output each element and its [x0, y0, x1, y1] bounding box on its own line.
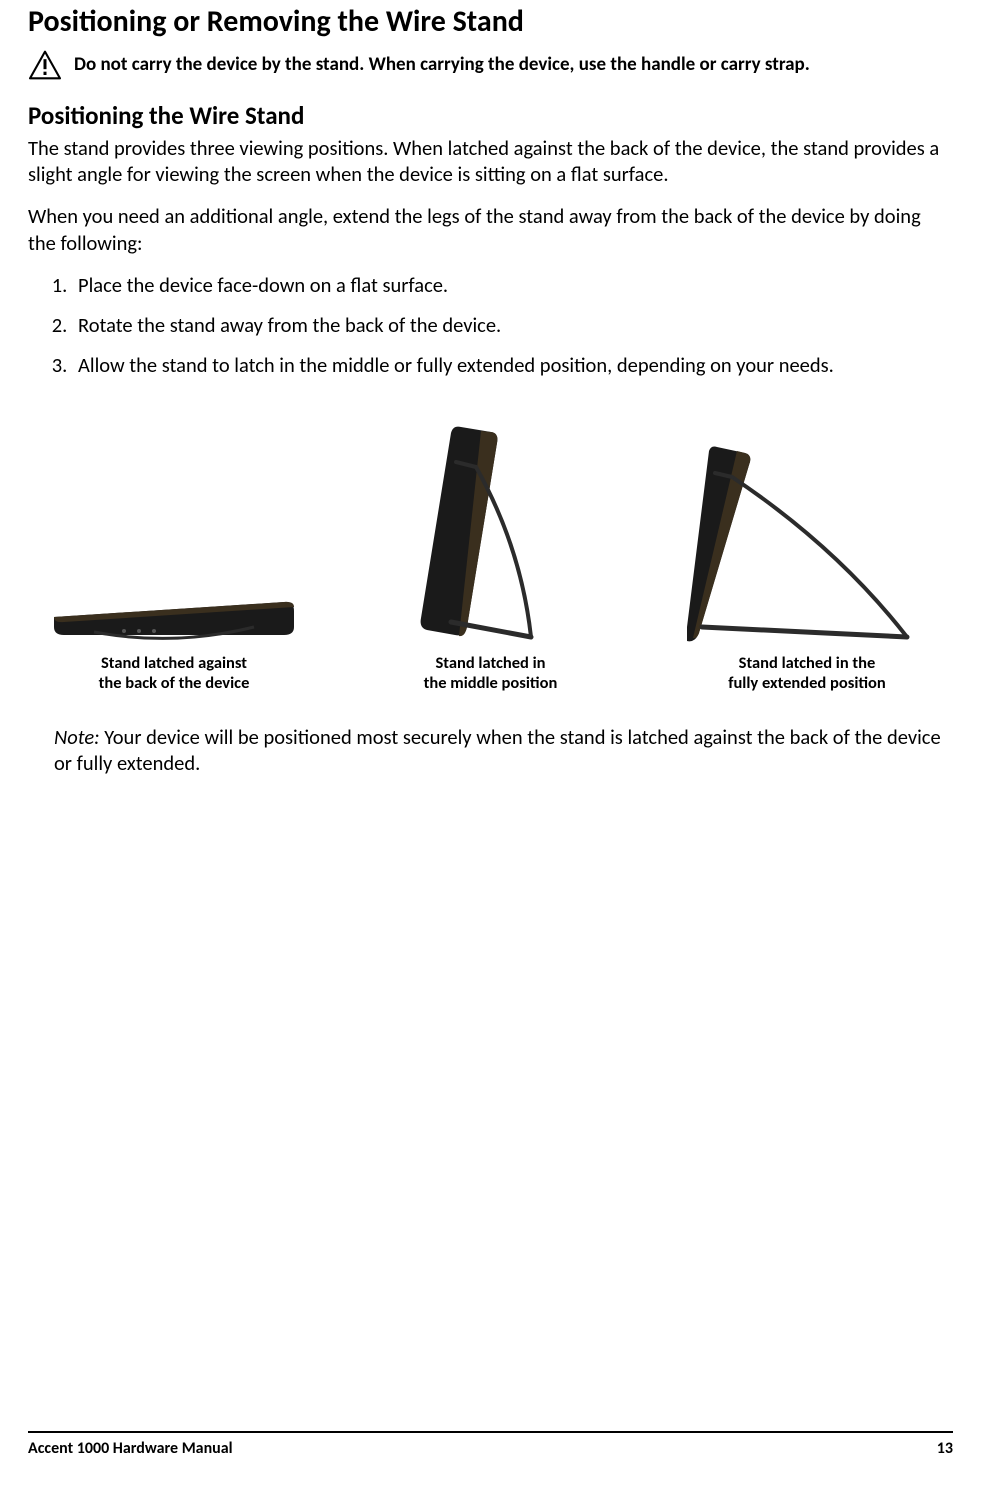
figure-stand-middle	[351, 407, 631, 647]
note-label: Note:	[54, 724, 100, 750]
caption-line: Stand latched in	[435, 653, 545, 673]
page-footer: Accent 1000 Hardware Manual 13	[28, 1431, 953, 1458]
figure-caption: Stand latched in the fully extended posi…	[667, 653, 947, 694]
step-item: Rotate the stand away from the back of t…	[72, 312, 953, 338]
warning-text: Do not carry the device by the stand. Wh…	[74, 53, 810, 78]
caption-line: fully extended position	[728, 673, 886, 693]
figure-caption: Stand latched in the middle position	[351, 653, 631, 694]
paragraph-1: The stand provides three viewing positio…	[28, 135, 953, 187]
figures-row	[28, 407, 953, 647]
footer-page-number: 13	[937, 1439, 953, 1458]
page-content: Positioning or Removing the Wire Stand D…	[0, 0, 981, 776]
figure-image	[351, 407, 631, 647]
figure-stand-closed	[34, 407, 314, 647]
steps-list: Place the device face-down on a flat sur…	[28, 272, 953, 379]
caption-line: the back of the device	[99, 673, 250, 693]
step-item: Place the device face-down on a flat sur…	[72, 272, 953, 298]
warning-row: Do not carry the device by the stand. Wh…	[28, 50, 953, 80]
figure-stand-extended	[667, 407, 947, 647]
figure-caption: Stand latched against the back of the de…	[34, 653, 314, 694]
footer-left: Accent 1000 Hardware Manual	[28, 1439, 233, 1458]
page-title: Positioning or Removing the Wire Stand	[28, 0, 953, 44]
warning-icon	[28, 50, 62, 80]
paragraph-2: When you need an additional angle, exten…	[28, 203, 953, 255]
note-text: Your device will be positioned most secu…	[54, 724, 941, 776]
captions-row: Stand latched against the back of the de…	[28, 653, 953, 694]
figure-image	[34, 407, 314, 647]
caption-line: Stand latched against	[101, 653, 247, 673]
note-block: Note: Your device will be positioned mos…	[28, 724, 953, 776]
section-subtitle: Positioning the Wire Stand	[28, 100, 953, 131]
figure-image	[667, 407, 947, 647]
step-item: Allow the stand to latch in the middle o…	[72, 352, 953, 378]
caption-line: the middle position	[424, 673, 558, 693]
caption-line: Stand latched in the	[739, 653, 876, 673]
